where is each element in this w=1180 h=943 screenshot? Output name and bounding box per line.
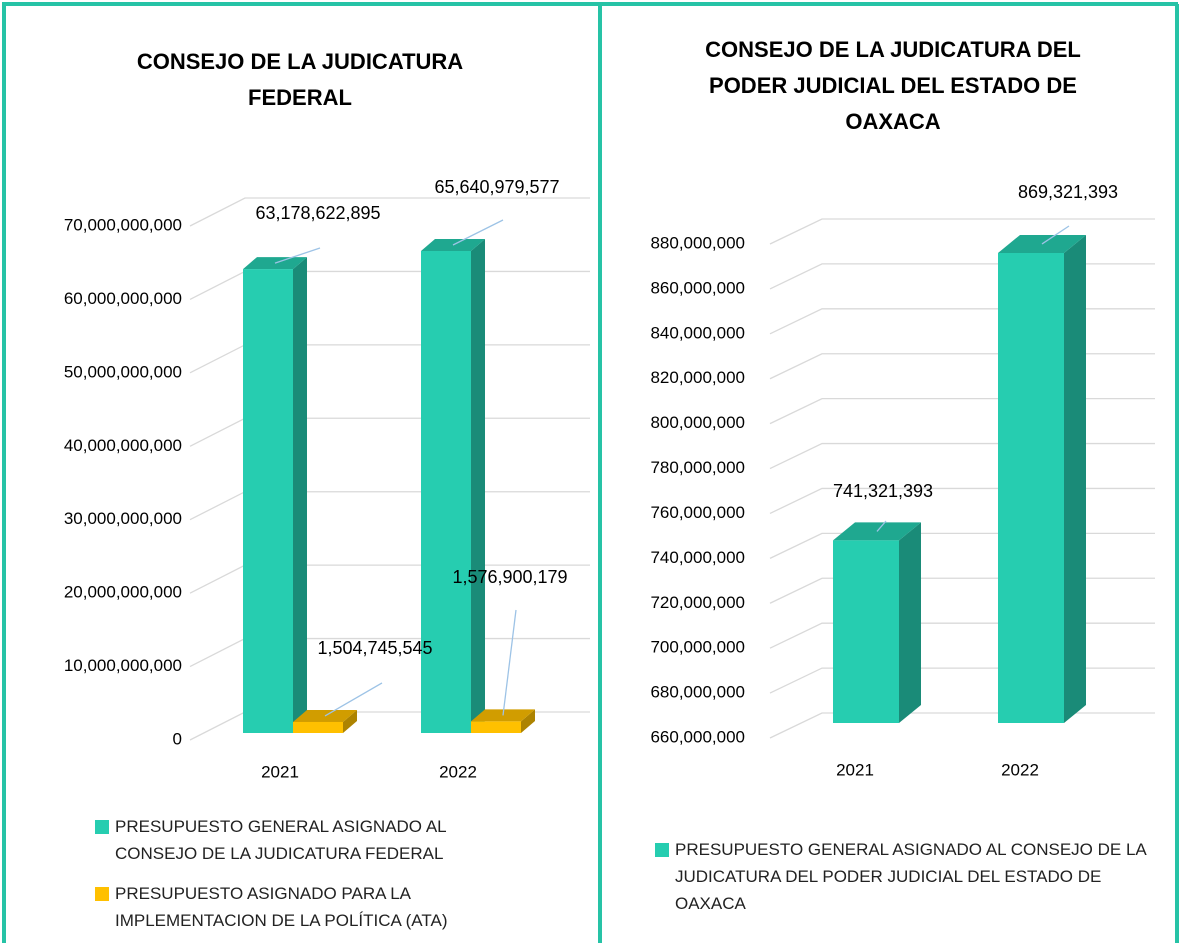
bar-side (521, 709, 535, 733)
legend-label: PRESUPUESTO ASIGNADO PARA LA IMPLEMENTAC… (115, 884, 448, 930)
bar-side (343, 709, 357, 733)
grid-line (769, 218, 1155, 245)
legend-swatch (655, 843, 669, 857)
legend-label: PRESUPUESTO GENERAL ASIGNADO AL CONSEJO … (115, 817, 446, 863)
grid-line (769, 622, 1155, 649)
y-tick-label: 720,000,000 (650, 593, 745, 612)
data-label: 741,321,393 (833, 481, 933, 501)
grid-line (769, 532, 1155, 559)
bar (471, 721, 521, 733)
y-tick-label: 30,000,000,000 (64, 509, 182, 528)
legend-entry: PRESUPUESTO ASIGNADO PARA LA IMPLEMENTAC… (95, 880, 515, 934)
bar (421, 251, 471, 733)
chart-title: CONSEJO DE LA JUDICATURA DEL PODER JUDIC… (705, 37, 1081, 134)
x-tick-label: 2021 (261, 762, 299, 781)
leader-line (1041, 225, 1070, 245)
y-tick-label: 60,000,000,000 (64, 289, 182, 308)
data-label: 869,321,393 (1018, 182, 1118, 202)
y-tick-label: 70,000,000,000 (64, 215, 182, 234)
x-tick-label: 2022 (439, 762, 477, 781)
y-tick-label: 840,000,000 (650, 323, 745, 342)
leader-line (324, 682, 383, 717)
y-tick-label: 20,000,000,000 (64, 583, 182, 602)
y-tick-label: 760,000,000 (650, 503, 745, 522)
y-tick-label: 10,000,000,000 (64, 656, 182, 675)
grid-line (769, 308, 1155, 335)
y-tick-label: 0 (173, 729, 182, 748)
y-tick-label: 700,000,000 (650, 638, 745, 657)
bar-side (471, 239, 485, 733)
legend: PRESUPUESTO GENERAL ASIGNADO AL CONSEJO … (95, 813, 515, 943)
y-tick-label: 40,000,000,000 (64, 436, 182, 455)
leader-line (274, 247, 321, 264)
y-tick-label: 820,000,000 (650, 368, 745, 387)
bar-side (293, 257, 307, 733)
bar-side (1064, 234, 1086, 723)
bar-side (899, 522, 921, 723)
y-tick-label: 680,000,000 (650, 683, 745, 702)
leader-line (452, 219, 504, 246)
bar (998, 252, 1064, 723)
leader-line (502, 609, 517, 716)
x-tick-label: 2021 (836, 760, 874, 779)
data-label: 1,576,900,179 (452, 567, 567, 587)
grid-line (769, 577, 1155, 604)
bar (833, 540, 899, 723)
grid-line (769, 667, 1155, 694)
grid-line (769, 487, 1155, 515)
y-tick-label: 800,000,000 (650, 413, 745, 432)
legend-entry: PRESUPUESTO GENERAL ASIGNADO AL CONSEJO … (95, 813, 515, 867)
grid-line (769, 712, 1155, 739)
y-tick-label: 780,000,000 (650, 458, 745, 477)
data-label: 65,640,979,577 (434, 177, 559, 197)
grid-line (769, 397, 1155, 425)
data-label: 1,504,745,545 (317, 638, 432, 658)
grid-line (769, 353, 1155, 380)
legend: PRESUPUESTO GENERAL ASIGNADO AL CONSEJO … (655, 836, 1165, 930)
legend-swatch (95, 887, 109, 901)
leader-line (876, 520, 887, 532)
y-tick-label: 740,000,000 (650, 548, 745, 567)
grid-line (769, 263, 1155, 290)
chart-title: CONSEJO DE LA JUDICATURA FEDERAL (136, 49, 464, 110)
y-tick-label: 50,000,000,000 (64, 362, 182, 381)
data-label: 63,178,622,895 (255, 203, 380, 223)
legend-entry: PRESUPUESTO GENERAL ASIGNADO AL CONSEJO … (655, 836, 1165, 917)
bar (243, 269, 293, 733)
legend-swatch (95, 820, 109, 834)
bar (293, 721, 343, 733)
y-tick-label: 860,000,000 (650, 278, 745, 297)
x-tick-label: 2022 (1001, 760, 1039, 779)
legend-label: PRESUPUESTO GENERAL ASIGNADO AL CONSEJO … (675, 840, 1146, 913)
grid-line (189, 197, 590, 227)
y-tick-label: 880,000,000 (650, 233, 745, 252)
y-tick-label: 660,000,000 (650, 727, 745, 746)
grid-line (769, 442, 1155, 470)
